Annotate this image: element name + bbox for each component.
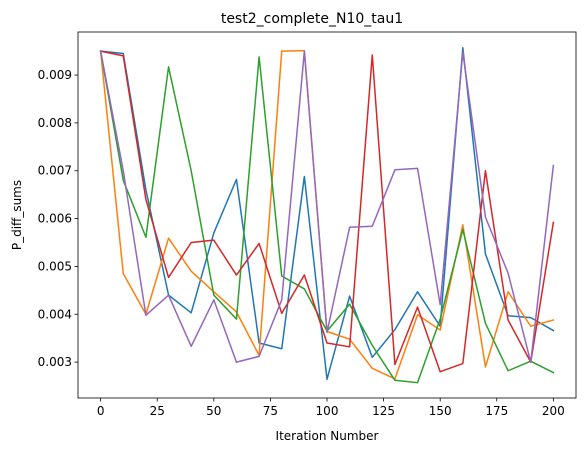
x-tick-label: 0 xyxy=(97,404,105,418)
y-axis-label: P_diff_sums xyxy=(10,180,24,250)
x-tick-label: 75 xyxy=(263,404,278,418)
x-tick-label: 50 xyxy=(206,404,221,418)
x-tick-label: 200 xyxy=(542,404,565,418)
x-axis-label: Iteration Number xyxy=(276,429,379,443)
y-tick-label: 0.003 xyxy=(38,355,72,369)
y-tick-label: 0.009 xyxy=(38,68,72,82)
x-tick-label: 150 xyxy=(429,404,452,418)
x-tick-label: 25 xyxy=(150,404,165,418)
x-tick-label: 125 xyxy=(372,404,395,418)
y-tick-label: 0.007 xyxy=(38,164,72,178)
chart-title: test2_complete_N10_tau1 xyxy=(221,11,403,27)
y-tick-label: 0.006 xyxy=(38,212,72,226)
x-tick-label: 100 xyxy=(316,404,339,418)
y-tick-label: 0.005 xyxy=(38,259,72,273)
y-tick-label: 0.004 xyxy=(38,307,72,321)
x-tick-label: 175 xyxy=(485,404,508,418)
y-tick-label: 0.008 xyxy=(38,116,72,130)
